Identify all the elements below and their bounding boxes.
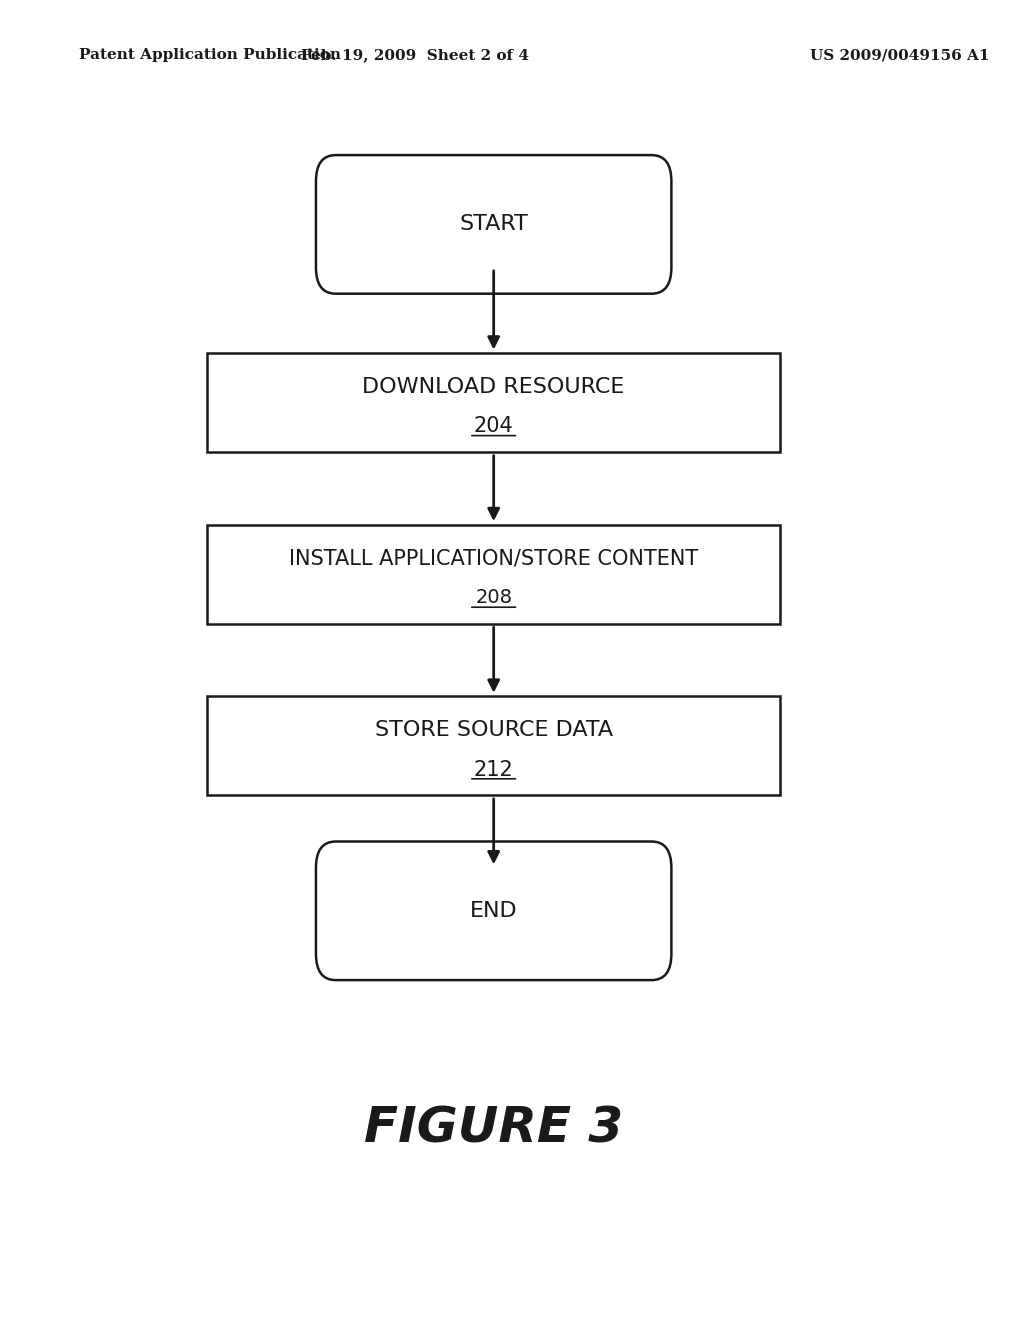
Text: STORE SOURCE DATA: STORE SOURCE DATA [375, 719, 612, 741]
FancyBboxPatch shape [207, 697, 780, 795]
FancyBboxPatch shape [207, 354, 780, 451]
FancyBboxPatch shape [316, 842, 672, 979]
Text: US 2009/0049156 A1: US 2009/0049156 A1 [810, 49, 989, 62]
Text: INSTALL APPLICATION/STORE CONTENT: INSTALL APPLICATION/STORE CONTENT [289, 548, 698, 569]
Text: START: START [459, 214, 528, 235]
FancyBboxPatch shape [316, 156, 672, 294]
Text: Feb. 19, 2009  Sheet 2 of 4: Feb. 19, 2009 Sheet 2 of 4 [301, 49, 528, 62]
Text: 204: 204 [474, 416, 514, 437]
Text: END: END [470, 900, 517, 921]
Text: 208: 208 [475, 589, 512, 607]
Text: FIGURE 3: FIGURE 3 [365, 1105, 624, 1152]
FancyBboxPatch shape [207, 525, 780, 624]
Text: Patent Application Publication: Patent Application Publication [79, 49, 341, 62]
Text: 212: 212 [474, 759, 514, 780]
Text: DOWNLOAD RESOURCE: DOWNLOAD RESOURCE [362, 376, 625, 397]
